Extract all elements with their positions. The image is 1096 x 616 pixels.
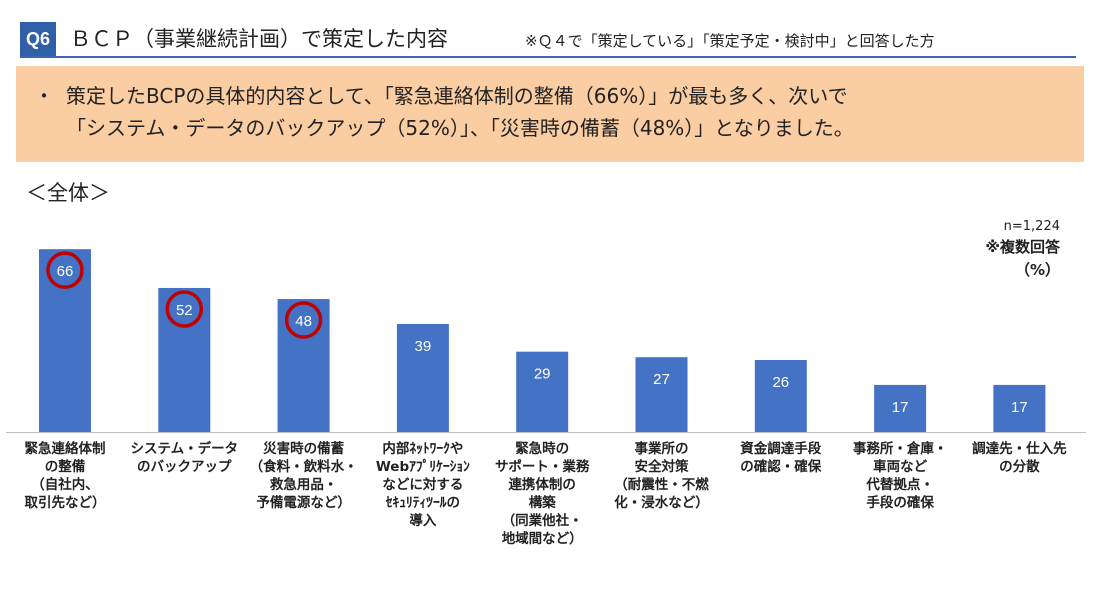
category-label: 調達先・仕入先 の分散 — [957, 440, 1081, 476]
category-label-line: 予備電源など） — [256, 495, 351, 511]
highlight-circle — [46, 251, 84, 289]
category-label-line: の整備 — [44, 459, 86, 475]
category-label-line: Webｱﾌﾟﾘｹｰｼｮﾝ — [375, 459, 470, 475]
data-label: 52 — [176, 302, 193, 319]
category-label: 災害時の備蓄 （食料・飲料水・ 救急用品・予備電源など） — [242, 440, 366, 512]
bar — [993, 384, 1046, 432]
category-label: 緊急連絡体制 の整備 （自社内、取引先など） — [3, 440, 127, 512]
category-label-line: （同業他社・ — [501, 513, 583, 529]
data-label: 29 — [534, 366, 551, 383]
category-label-line: 事務所・倉庫・ — [852, 441, 948, 457]
chart-subtitle: ＜全体＞ — [26, 181, 110, 205]
category-label-line: 救急用品・ — [269, 477, 338, 493]
category-label-line: サポート・業務 — [494, 459, 590, 475]
bar — [635, 357, 688, 432]
unit-label: （%） — [1014, 261, 1060, 279]
highlight-circle — [165, 290, 204, 328]
data-label: 48 — [295, 313, 312, 330]
category-label-line: ｾｷｭﾘﾃｨﾂｰﾙの — [385, 495, 461, 511]
category-label: 資金調達手段 の確認・確保 — [719, 440, 843, 476]
question-badge: Q6 — [20, 22, 56, 56]
summary-box: ・ 策定したBCPの具体的内容として、「緊急連絡体制の整備（66%）」が最も多く… — [16, 66, 1084, 162]
category-label-line: （自社内、 — [31, 477, 99, 493]
summary-line-1: 策定したBCPの具体的内容として、「緊急連絡体制の整備（66%）」が最も多く、次… — [66, 84, 848, 108]
category-label-line: のバックアップ — [137, 459, 232, 475]
category-label-line: 取引先など） — [24, 495, 106, 511]
bar — [516, 351, 569, 432]
category-label-line: 車両など — [873, 459, 928, 475]
question-note: ※Ｑ４で「策定している」「策定予定・検討中」と回答した方 — [525, 32, 935, 50]
multiple-answer-note: ※複数回答 — [985, 238, 1060, 256]
data-label: 39 — [415, 338, 432, 355]
category-label-line: （食料・飲料水・ — [249, 459, 358, 475]
category-label-line: 内部ﾈｯﾄﾜｰｸや — [382, 441, 464, 457]
question-title: ＢＣＰ（事業継続計画）で策定した内容 — [70, 27, 448, 51]
category-label-line: 災害時の備蓄 — [263, 441, 345, 457]
category-label-line: 安全対策 — [634, 459, 689, 475]
category-label-line: 代替拠点・ — [866, 477, 934, 493]
category-label-line: 緊急時の — [515, 441, 570, 457]
highlight-circle — [284, 301, 323, 339]
category-label: 事業所の安全対策 （耐震性・不燃 化・浸水など） — [600, 440, 724, 512]
bar — [754, 359, 807, 432]
question-header: Q6 ＢＣＰ（事業継続計画）で策定した内容 ※Ｑ４で「策定している」「策定予定・… — [20, 22, 1076, 58]
category-label-line: 導入 — [409, 513, 437, 529]
category-label-line: 調達先・仕入先 — [972, 441, 1067, 457]
category-label-line: の分散 — [999, 459, 1040, 475]
category-label-line: （耐震性・不燃 — [614, 477, 709, 493]
category-label: 内部ﾈｯﾄﾜｰｸや Webｱﾌﾟﾘｹｰｼｮﾝ などに対する ｾｷｭﾘﾃｨﾂｰﾙの 導入 — [361, 440, 485, 530]
category-label-line: などに対する — [382, 477, 464, 493]
category-label-line: 化・浸水など） — [614, 495, 709, 511]
summary-line-2: 「システム・データのバックアップ（52%）」、「災害時の備蓄（48%）」となりま… — [66, 116, 854, 140]
category-label: 事務所・倉庫・ 車両など代替拠点・手段の確保 — [838, 440, 962, 512]
category-label-line: システム・データ — [130, 441, 239, 457]
data-label: 27 — [653, 371, 670, 388]
category-label-line: 資金調達手段 — [740, 441, 822, 457]
data-label: 26 — [772, 374, 789, 391]
category-label: システム・データ のバックアップ — [122, 440, 246, 476]
data-label: 17 — [1011, 399, 1028, 416]
data-label: 66 — [57, 263, 74, 280]
category-label: 緊急時のサポート・業務 連携体制の構築 （同業他社・ 地域間など） — [480, 440, 604, 548]
category-label-line: 手段の確保 — [866, 495, 934, 511]
category-label-line: 連携体制の — [508, 477, 576, 493]
data-label: 17 — [892, 399, 909, 416]
category-label-line: の確認・確保 — [740, 459, 822, 475]
category-label-line: 地域間など） — [501, 531, 583, 547]
category-label-line: 構築 — [528, 495, 556, 511]
summary-bullet: ・ — [34, 84, 54, 108]
bar — [396, 323, 449, 432]
sample-size: n=1,224 — [1003, 219, 1060, 234]
category-label-line: 緊急連絡体制 — [24, 441, 106, 457]
category-label-line: 事業所の — [634, 441, 689, 457]
bar — [39, 249, 91, 432]
bar — [874, 384, 927, 432]
